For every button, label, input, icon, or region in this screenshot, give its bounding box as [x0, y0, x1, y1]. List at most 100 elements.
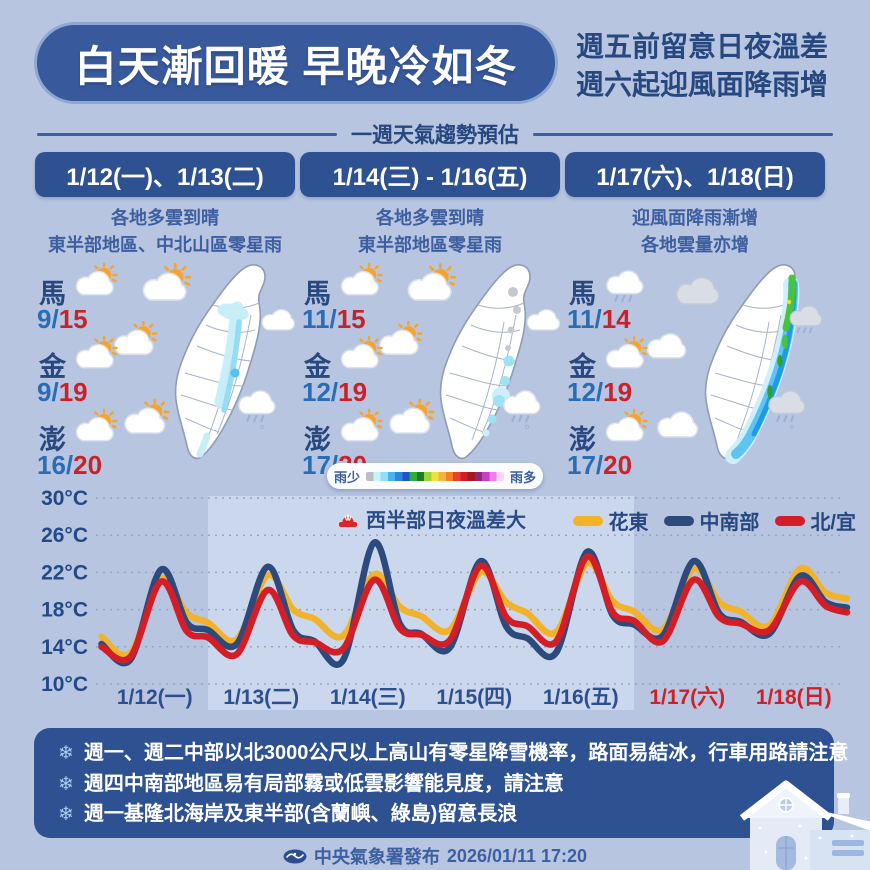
advisory-note-text: 週四中南部地區易有局部霧或低雲影響能見度，請注意	[83, 772, 564, 795]
footer-datetime: 2026/01/11 17:20	[446, 845, 588, 866]
island-temps: 9/19	[37, 377, 88, 407]
snowflake-icon: ❄	[58, 804, 74, 825]
snow-house-illustration	[740, 780, 870, 870]
siren-icon	[339, 514, 357, 527]
island-name: 澎	[39, 425, 66, 455]
island-temps: 11/15	[302, 304, 366, 334]
island-temps: 12/19	[567, 377, 633, 407]
island-temps: 17/20	[567, 450, 633, 480]
y-axis-tick: 22°C	[41, 561, 88, 584]
island-forecast-row: 金 9/19	[35, 335, 155, 411]
taiwan-rain-map	[681, 260, 831, 470]
date-range-label: 1/14(三) - 1/16(五)	[300, 152, 560, 197]
island-temps: 9/15	[37, 304, 88, 334]
island-name: 金	[304, 352, 331, 382]
x-axis-tick: 1/13(二)	[223, 686, 299, 709]
island-forecast-row: 澎 16/20	[35, 408, 155, 484]
island-forecast-row: 金 12/19	[565, 335, 685, 411]
cwa-logo	[283, 849, 307, 863]
sun-cloud-icon	[336, 408, 386, 450]
sun-cloud-icon	[71, 262, 121, 304]
column-map-area: 馬 9/15 金 9/19 澎 16/20	[35, 260, 296, 480]
legend-label: 北/宜	[810, 512, 856, 534]
forecast-column-3: 1/17(六)、1/18(日) 迎風面降雨漸增 各地雲量亦增馬 11/14 金 12/19…	[565, 152, 825, 480]
snowflake-icon: ❄	[58, 743, 74, 764]
header-subtitle-line1: 週五前留意日夜溫差	[576, 31, 829, 62]
taiwan-rain-map	[416, 260, 566, 470]
island-name: 馬	[569, 279, 596, 309]
taiwan-rain-map	[151, 260, 301, 470]
island-temps: 12/19	[302, 377, 368, 407]
date-range-label: 1/12(一)、1/13(二)	[35, 152, 295, 197]
x-axis-tick: 1/18(日)	[756, 686, 832, 709]
rain-more-label: 雨多	[510, 469, 537, 485]
island-name: 馬	[304, 279, 331, 309]
island-forecast-row: 馬 11/15	[300, 262, 420, 338]
temperature-chart: 30°C 26°C 22°C 18°C 14°C 10°C 1/12(一) 1/13(二) 1/…	[0, 487, 870, 723]
header-subtitle-line2: 週六起迎風面降雨增	[576, 69, 829, 100]
section-rule-right	[533, 132, 833, 136]
island-temps: 11/14	[567, 304, 631, 334]
rain-cloud-icon	[601, 262, 651, 304]
island-forecast-row: 馬 11/14	[565, 266, 685, 338]
y-axis-tick: 26°C	[41, 524, 88, 547]
y-axis-tick: 18°C	[41, 599, 88, 622]
advisory-notes-panel: ❄ 週一、週二中部以北3000公尺以上高山有零星降雪機率，路面易結冰，行車用路請注…	[34, 728, 848, 838]
sun-cloud-icon	[601, 335, 651, 377]
section-header: 一週天氣趨勢預估	[0, 122, 870, 147]
main-title-banner: 白天漸回暖 早晚冷如冬	[34, 22, 558, 104]
legend-item: 中南部	[664, 506, 759, 535]
footer-agency: 中央氣象署發布	[313, 847, 440, 867]
main-title: 白天漸回暖 早晚冷如冬	[74, 42, 518, 90]
column-description: 各地多雲到晴 東半部地區零星雨	[358, 208, 502, 255]
column-map-area: 馬 11/14 金 12/19 澎 17/20	[565, 260, 825, 480]
forecast-column-1: 1/12(一)、1/13(二) 各地多雲到晴 東半部地區、中北山區零星雨馬 9/15 金…	[35, 152, 296, 480]
rain-amount-scale: 雨少 雨多	[327, 463, 543, 489]
island-name: 金	[39, 352, 66, 382]
legend-swatch	[664, 515, 695, 526]
header-subtitle: 週五前留意日夜溫差 週六起迎風面降雨增	[576, 28, 864, 104]
date-range-label: 1/17(六)、1/18(日)	[565, 152, 825, 197]
advisory-note: ❄ 週四中南部地區易有局部霧或低雲影響能見度，請注意	[58, 771, 816, 798]
advisory-note: ❄ 週一、週二中部以北3000公尺以上高山有零星降雪機率，路面易結冰，行車用路請注…	[58, 740, 848, 767]
advisory-note-text: 週一、週二中部以北3000公尺以上高山有零星降雪機率，路面易結冰，行車用路請注意	[83, 742, 849, 764]
chart-warning-text: 西半部日夜溫差大	[366, 510, 526, 532]
chart-warning-badge: 西半部日夜溫差大	[338, 504, 526, 533]
sun-cloud-icon	[71, 335, 121, 377]
section-title: 一週天氣趨勢預估	[351, 124, 519, 147]
advisory-note: ❄ 週一基隆北海岸及東半部(含蘭嶼、綠島)留意長浪	[58, 801, 816, 828]
legend-item: 花東	[573, 506, 648, 535]
sun-cloud-icon	[336, 335, 386, 377]
footer: 中央氣象署發布 2026/01/11 17:20	[0, 843, 870, 869]
x-axis-tick: 1/12(一)	[117, 686, 193, 709]
y-axis-tick: 14°C	[41, 636, 88, 659]
legend-label: 中南部	[699, 512, 760, 534]
y-axis-tick: 30°C	[41, 488, 88, 510]
series-北/宜	[98, 553, 851, 664]
sun-cloud-icon	[71, 408, 121, 450]
legend-item: 北/宜	[775, 506, 856, 535]
island-name: 馬	[39, 279, 66, 309]
snowflake-icon: ❄	[58, 773, 74, 795]
island-name: 金	[569, 352, 596, 382]
island-forecast-row: 馬 9/15	[35, 262, 155, 338]
legend-swatch	[775, 515, 806, 526]
rain-scale-gradient	[366, 471, 504, 481]
island-name: 澎	[304, 425, 331, 455]
island-forecast-row: 金 12/19	[300, 335, 420, 411]
rain-less-label: 雨少	[333, 469, 360, 485]
x-axis-tick: 1/15(四)	[436, 686, 512, 709]
x-axis-tick: 1/14(三)	[330, 686, 406, 709]
column-description: 迎風面降雨漸增 各地雲量亦增	[632, 208, 758, 255]
forecast-column-2: 1/14(三) - 1/16(五) 各地多雲到晴 東半部地區零星雨馬 11/15 金 12…	[300, 152, 561, 480]
advisory-note-text: 週一基隆北海岸及東半部(含蘭嶼、綠島)留意長浪	[83, 803, 518, 825]
temperature-chart-canvas: 30°C 26°C 22°C 18°C 14°C 10°C 1/12(一) 1/13(二) 1/…	[41, 487, 851, 710]
island-name: 澎	[569, 425, 596, 455]
column-description: 各地多雲到晴 東半部地區、中北山區零星雨	[48, 208, 282, 255]
y-axis-tick: 10°C	[41, 673, 88, 696]
legend-label: 花東	[608, 512, 649, 534]
x-axis-tick: 1/16(五)	[543, 686, 619, 709]
series-花東	[98, 559, 851, 659]
